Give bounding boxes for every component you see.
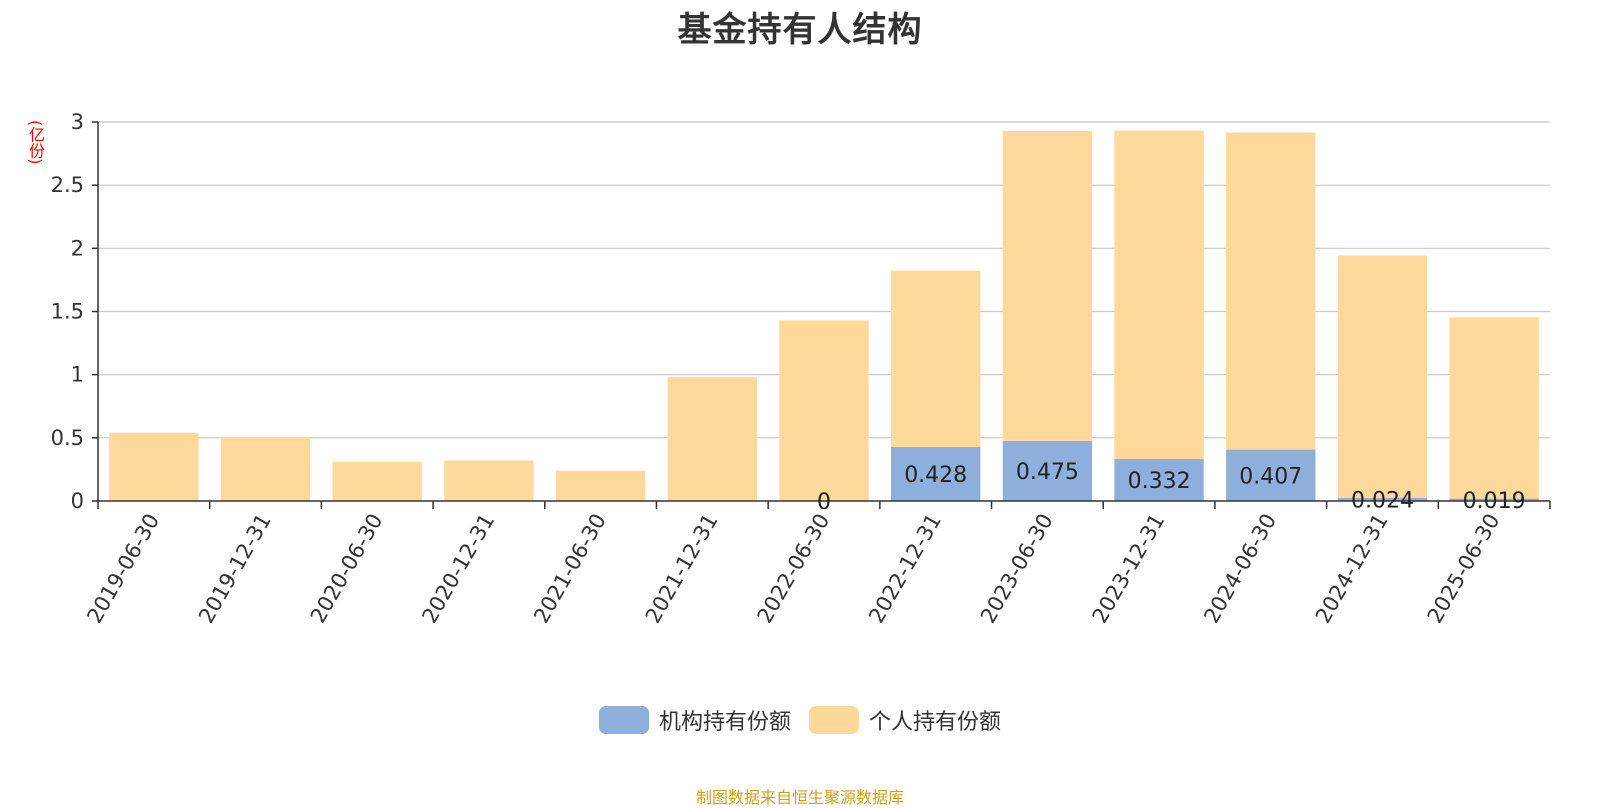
- bar-institutional: [891, 446, 981, 501]
- bar-individual: [1114, 130, 1204, 460]
- x-tick-label: 2022-06-30: [753, 510, 835, 628]
- data-label-institutional: 0.475: [1016, 460, 1079, 485]
- data-label-institutional: 0: [817, 490, 831, 515]
- y-tick-label: 1.5: [51, 300, 84, 324]
- x-tick-label: 2025-06-30: [1423, 510, 1505, 628]
- legend-item-individual[interactable]: 个人持有份额: [809, 704, 1001, 736]
- bar-individual: [332, 461, 422, 501]
- x-tick-label: 2022-12-31: [864, 510, 946, 628]
- y-axis-unit-label: (亿份): [26, 120, 45, 165]
- bar-individual: [1337, 255, 1428, 498]
- x-tick-label: 2020-06-30: [306, 510, 388, 628]
- bar-individual: [220, 437, 311, 501]
- legend-item-institutional[interactable]: 机构持有份额: [598, 704, 791, 736]
- bar-institutional: [1002, 440, 1093, 501]
- y-tick-label: 2.5: [51, 173, 84, 197]
- bar-individual: [891, 270, 981, 447]
- data-label-institutional: 0.428: [904, 463, 967, 488]
- x-tick-label: 2019-12-31: [194, 510, 276, 628]
- legend-label-institutional: 机构持有份额: [658, 710, 791, 735]
- bar-individual: [444, 460, 534, 501]
- data-labels: 0 0.428 0.475 0.332 0.407 0.024 0.019: [817, 460, 1526, 515]
- y-tick-label: 1: [71, 363, 84, 387]
- chart-title: 基金持有人结构: [677, 10, 923, 50]
- legend-swatch-institutional: [598, 706, 649, 734]
- bar-individual: [109, 432, 199, 501]
- source-note: 制图数据来自恒生聚源数据库: [695, 788, 904, 807]
- bar-individual: [1449, 317, 1539, 499]
- legend: 机构持有份额 个人持有份额: [0, 704, 1600, 736]
- x-tick-label: 2021-06-30: [529, 510, 611, 628]
- bar-individual: [1002, 130, 1093, 441]
- x-tick-label: 2023-12-31: [1088, 510, 1170, 628]
- bar-chart: 0 0.5 1 1.5 2 2.5 3 2019-06-30 2019-12-31 2020-06…: [51, 110, 1551, 628]
- data-label-institutional: 0.407: [1239, 464, 1302, 489]
- bar-individual: [667, 377, 757, 501]
- data-label-institutional: 0.019: [1463, 489, 1526, 514]
- bar-individual: [1226, 132, 1316, 450]
- x-tick-label: 2021-12-31: [641, 510, 723, 628]
- legend-swatch-individual: [809, 706, 859, 734]
- y-tick-label: 3: [71, 110, 84, 134]
- legend-label-individual: 个人持有份额: [869, 710, 1002, 735]
- bar-institutional: [1337, 497, 1428, 501]
- data-label-institutional: 0.332: [1128, 469, 1191, 494]
- bars: [109, 130, 1539, 501]
- bar-institutional: [1114, 459, 1204, 501]
- bar-institutional: [1226, 449, 1316, 501]
- x-tick-label: 2023-06-30: [976, 510, 1058, 628]
- x-tick-label: 2024-12-31: [1311, 510, 1393, 628]
- y-tick-label: 2: [71, 236, 84, 260]
- x-tick-label: 2019-06-30: [82, 510, 164, 628]
- x-tick-label: 2024-06-30: [1199, 510, 1281, 628]
- x-tick-label: 2020-12-31: [417, 510, 499, 628]
- data-label-institutional: 0.024: [1351, 488, 1414, 513]
- y-tick-label: 0: [71, 489, 84, 513]
- bar-individual: [779, 320, 869, 501]
- bar-institutional: [1449, 498, 1539, 501]
- bar-individual: [555, 470, 646, 501]
- y-tick-label: 0.5: [51, 426, 84, 450]
